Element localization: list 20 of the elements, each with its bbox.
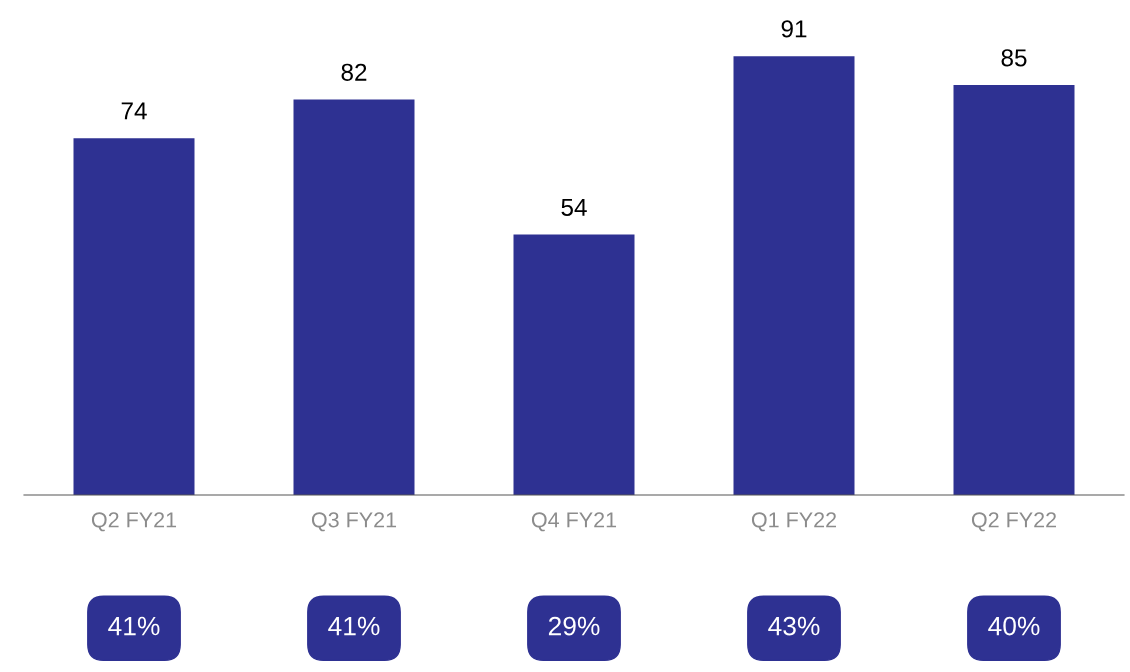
bar <box>73 138 195 495</box>
text: 40% <box>988 616 1040 636</box>
text: 41% <box>108 616 160 636</box>
bar <box>513 234 635 495</box>
x-tick-label: Q2 FY22 <box>971 512 1056 532</box>
bar <box>953 85 1075 495</box>
bar <box>733 56 855 495</box>
bar <box>293 99 415 495</box>
x-tick-label: Q1 FY22 <box>751 512 836 532</box>
data-label: 85 <box>1001 49 1027 67</box>
x-tick-label: Q4 FY21 <box>531 512 617 532</box>
data-label: 74 <box>121 102 147 120</box>
text: 41% <box>328 616 380 636</box>
text: 29% <box>548 616 600 636</box>
data-label: 91 <box>781 20 807 38</box>
x-tick-label: Q3 FY21 <box>311 512 397 532</box>
x-tick-label: Q2 FY21 <box>91 512 177 532</box>
data-label: 54 <box>561 198 587 216</box>
text: 43% <box>768 616 820 636</box>
data-label: 82 <box>341 63 367 81</box>
